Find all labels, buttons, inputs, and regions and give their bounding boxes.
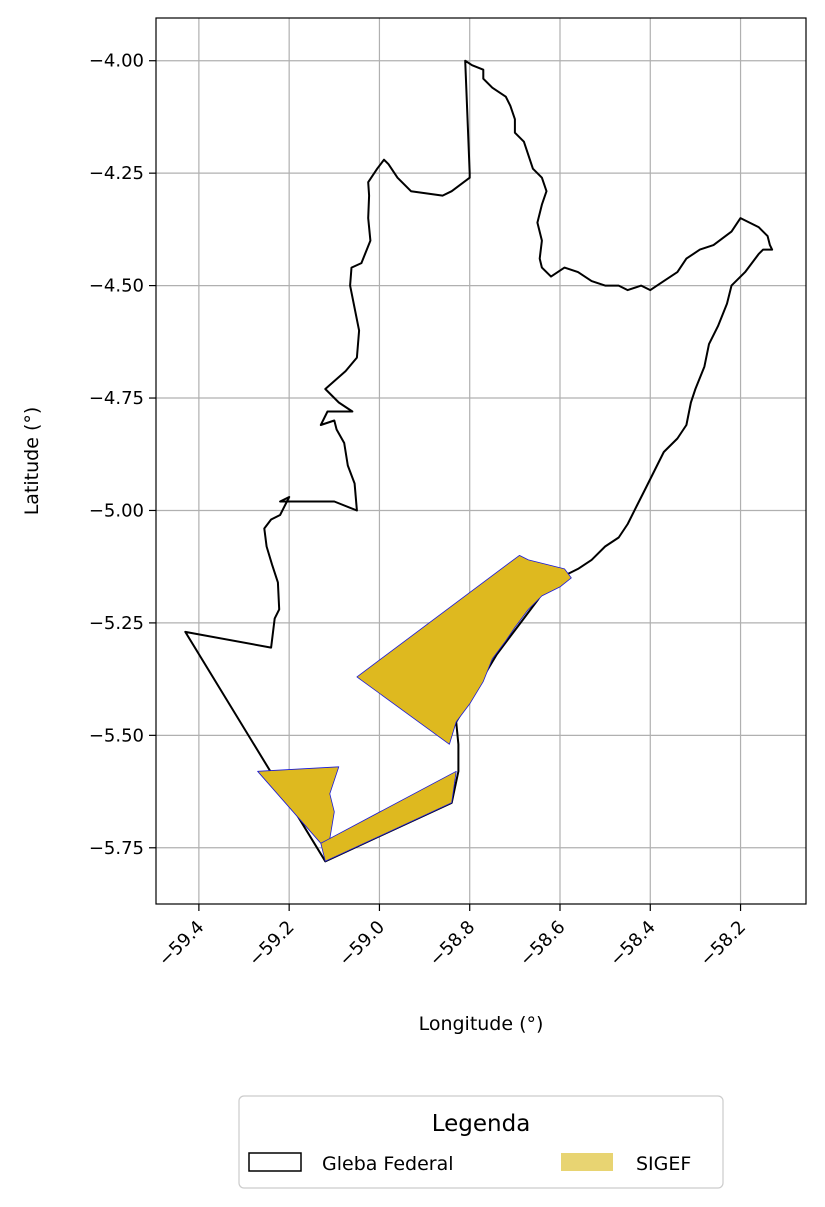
legend-title: Legenda [432, 1111, 531, 1137]
y-axis-label: Latitude (°) [21, 407, 43, 516]
legend: Legenda Gleba Federal SIGEF [239, 1096, 723, 1188]
x-axis-label: Longitude (°) [419, 1013, 544, 1035]
y-tick-label-0: −4.00 [89, 51, 144, 72]
legend-label-sigef: SIGEF [636, 1153, 691, 1175]
legend-swatch-sigef [561, 1153, 613, 1171]
y-tick-label-4: −5.00 [89, 500, 144, 521]
y-tick-label-1: −4.25 [89, 163, 144, 184]
y-tick-label-7: −5.75 [89, 838, 144, 859]
y-tick-label-3: −4.75 [89, 388, 144, 409]
legend-label-gleba-federal: Gleba Federal [322, 1153, 454, 1175]
y-tick-label-5: −5.25 [89, 613, 144, 634]
y-tick-label-2: −4.50 [89, 276, 144, 297]
y-tick-label-6: −5.50 [89, 725, 144, 746]
